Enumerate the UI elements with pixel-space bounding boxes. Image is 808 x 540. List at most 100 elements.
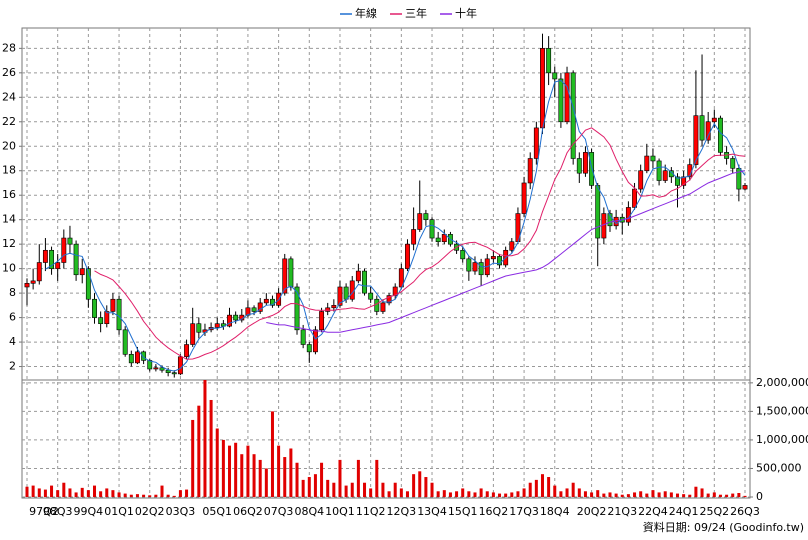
volume-bar <box>344 485 348 497</box>
candle-body <box>282 258 288 294</box>
candle-body <box>736 167 742 190</box>
volume-bar <box>320 462 324 497</box>
candle-body <box>312 329 318 353</box>
volume-bar <box>436 491 440 497</box>
volume-bar <box>185 489 189 497</box>
candle-body <box>576 158 582 174</box>
volume-bar <box>356 459 360 497</box>
volume-bar <box>43 489 47 497</box>
volume-bar <box>68 488 72 497</box>
volume-bar <box>547 477 551 497</box>
x-tick-label: 13Q4 <box>417 505 447 518</box>
legend-label: 三年 <box>405 6 427 20</box>
volume-bar <box>405 491 409 497</box>
candle-body <box>177 356 183 375</box>
y-tick-label: 22 <box>2 115 16 128</box>
volume-bar <box>203 380 207 497</box>
y-tick-label: 20 <box>2 139 16 152</box>
volume-bar <box>534 479 538 497</box>
candle-body <box>92 298 97 318</box>
candle-body <box>540 48 545 129</box>
volume-bar <box>350 482 354 497</box>
candle-body <box>650 155 656 162</box>
candle-body <box>705 121 711 141</box>
candle-body <box>263 298 269 304</box>
candle-body <box>190 323 196 345</box>
candle-body <box>79 268 85 276</box>
candle-body <box>245 307 251 316</box>
candle-body <box>711 117 717 123</box>
volume-bar <box>565 488 569 497</box>
x-tick-label: 24Q1 <box>669 505 699 518</box>
volume-bar <box>510 492 514 497</box>
volume-bar <box>80 487 84 497</box>
candle-body <box>257 302 263 312</box>
candle-body <box>533 127 539 159</box>
volume-bar <box>528 482 532 497</box>
volume-bar <box>645 493 649 497</box>
volume-bar <box>172 495 176 497</box>
candle-body <box>509 241 515 251</box>
volume-bar <box>363 482 367 497</box>
volume-bar <box>215 428 219 497</box>
x-tick-label: 06Q2 <box>233 505 263 518</box>
volume-bar <box>626 494 630 497</box>
volume-bar <box>473 492 477 497</box>
x-tick-label: 03Q3 <box>166 505 196 518</box>
volume-bar <box>461 488 465 497</box>
volume-bar <box>485 491 489 497</box>
candle-body <box>675 176 680 186</box>
x-tick-label: 99Q4 <box>74 505 104 518</box>
volume-bar <box>258 459 262 497</box>
volume-bar <box>399 488 403 497</box>
volume-bar <box>731 493 735 497</box>
candle-body <box>288 258 294 288</box>
candle-body <box>546 48 552 74</box>
candle-body <box>355 270 361 282</box>
x-tick-label: 97Q2 <box>29 505 59 518</box>
candle-body <box>73 243 79 276</box>
x-tick-label: 17Q3 <box>509 505 539 518</box>
volume-bar <box>62 482 66 497</box>
candle-body <box>104 311 110 325</box>
candle-body <box>466 258 472 272</box>
candle-body <box>386 295 392 304</box>
volume-bar <box>270 411 274 497</box>
candle-body <box>30 280 36 284</box>
volume-bar <box>56 490 60 497</box>
x-tick-label: 22Q4 <box>638 505 668 518</box>
volume-bar <box>111 490 115 497</box>
volume-bar <box>289 448 293 497</box>
y-tick-label: 12 <box>2 237 16 250</box>
volume-bar <box>682 494 686 497</box>
x-tick-label: 15Q1 <box>448 505 478 518</box>
candle-body <box>337 286 343 306</box>
candle-body <box>441 234 447 243</box>
volume-bar <box>418 471 422 497</box>
candle-body <box>55 262 61 269</box>
volume-bar <box>498 493 502 497</box>
volume-bar <box>633 492 637 497</box>
y-tick-label: 8 <box>9 286 16 299</box>
volume-bar <box>129 494 133 497</box>
volume-bar <box>620 494 624 497</box>
volume-bar <box>559 491 563 497</box>
candle-body <box>398 268 404 288</box>
volume-bar <box>283 457 287 497</box>
volume-bar <box>37 488 41 497</box>
candle-body <box>196 323 202 333</box>
candle-body <box>49 249 54 269</box>
candle-body <box>497 256 502 266</box>
volume-bar <box>246 445 250 497</box>
candle-body <box>85 268 91 300</box>
candle-body <box>595 185 601 239</box>
x-tick-label: 16Q2 <box>479 505 509 518</box>
candle-body <box>718 117 723 153</box>
candle-body <box>681 176 687 186</box>
candle-body <box>527 158 533 184</box>
candle-body <box>135 351 140 364</box>
candle-body <box>435 237 441 243</box>
candle-body <box>558 78 564 123</box>
candle-body <box>460 249 466 260</box>
x-tick-label: 26Q3 <box>730 505 760 518</box>
